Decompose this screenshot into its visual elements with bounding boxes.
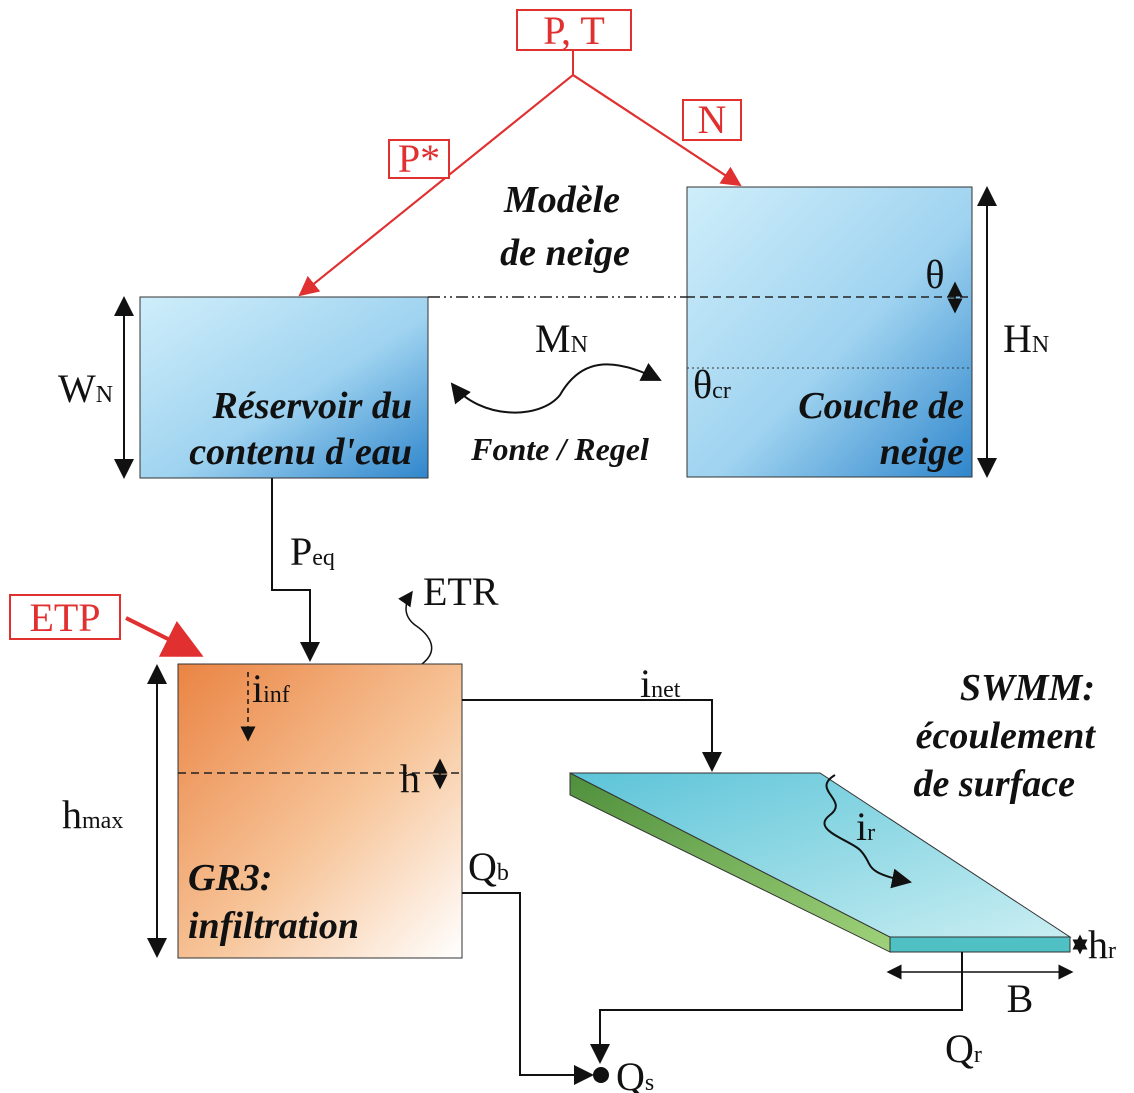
swmm-label: SWMM: bbox=[960, 667, 1095, 709]
melt-arrow bbox=[450, 363, 662, 414]
qs-label: Qs bbox=[616, 1054, 654, 1093]
etp-arrow bbox=[125, 616, 204, 657]
snow-model: Modèle de neige Réservoir du contenu d'e… bbox=[58, 179, 1049, 479]
qr-label: Qr bbox=[945, 1026, 982, 1071]
peq-arrow bbox=[271, 478, 320, 662]
snow-layer-box bbox=[686, 186, 973, 478]
p-star-box bbox=[388, 139, 450, 179]
reservoir-box bbox=[139, 296, 429, 479]
hmax-label: hmax bbox=[62, 792, 123, 837]
inet-label: inet bbox=[640, 661, 681, 706]
red-inputs: P, T P* N ETP bbox=[9, 8, 742, 657]
qr-arrow bbox=[590, 952, 963, 1064]
ir-arrow bbox=[823, 774, 912, 889]
iinf-label: iinf bbox=[252, 666, 290, 711]
p-star-label: P* bbox=[398, 136, 440, 181]
b-label: B bbox=[1007, 976, 1034, 1021]
swmm: inet SWMM: écoulement de surface ir hr B bbox=[462, 661, 1116, 1021]
exchange-label: Fonte / Regel bbox=[470, 431, 649, 467]
outlet bbox=[593, 1067, 609, 1083]
reservoir-label: Réservoir du bbox=[212, 385, 413, 427]
wn-label: WN bbox=[58, 366, 113, 411]
layer-label: Couche de bbox=[798, 385, 964, 427]
h-label: h bbox=[400, 756, 420, 801]
swmm-label: écoulement bbox=[916, 715, 1097, 757]
inet-arrow bbox=[462, 699, 722, 772]
gr3: Peq ETR iinf h hmax GR3: infiltration bbox=[62, 478, 499, 959]
snow-title: de neige bbox=[500, 232, 630, 274]
gr3-box bbox=[177, 663, 463, 959]
etp-box bbox=[9, 594, 121, 640]
pt-label: P, T bbox=[543, 8, 605, 53]
theta-label: θ bbox=[925, 252, 944, 297]
etp-label: ETP bbox=[29, 595, 100, 640]
theta-cr-label: θcr bbox=[693, 362, 731, 407]
etr-arrow bbox=[398, 590, 433, 665]
slab-front bbox=[889, 936, 1071, 953]
n-arrow bbox=[572, 74, 742, 187]
peq-label: Peq bbox=[290, 529, 335, 574]
qb-arrow bbox=[462, 892, 594, 1085]
ir-label: ir bbox=[856, 804, 875, 849]
qb-label: Qb bbox=[468, 844, 509, 889]
gr3-label: infiltration bbox=[188, 905, 359, 947]
swmm-label: de surface bbox=[914, 763, 1076, 805]
p-star-arrow bbox=[298, 74, 574, 297]
mn-label: MN bbox=[535, 316, 588, 361]
hn-label: HN bbox=[1003, 316, 1049, 361]
outflows: Qr Qb Qs bbox=[462, 844, 982, 1093]
hr-label: hr bbox=[1088, 922, 1116, 967]
etr-label: ETR bbox=[423, 569, 499, 614]
n-box bbox=[682, 99, 742, 141]
snow-title: Modèle bbox=[503, 179, 620, 221]
gr3-label: GR3: bbox=[188, 857, 272, 899]
n-label: N bbox=[698, 97, 727, 142]
layer-label: neige bbox=[880, 431, 965, 473]
reservoir-label: contenu d'eau bbox=[189, 431, 412, 473]
